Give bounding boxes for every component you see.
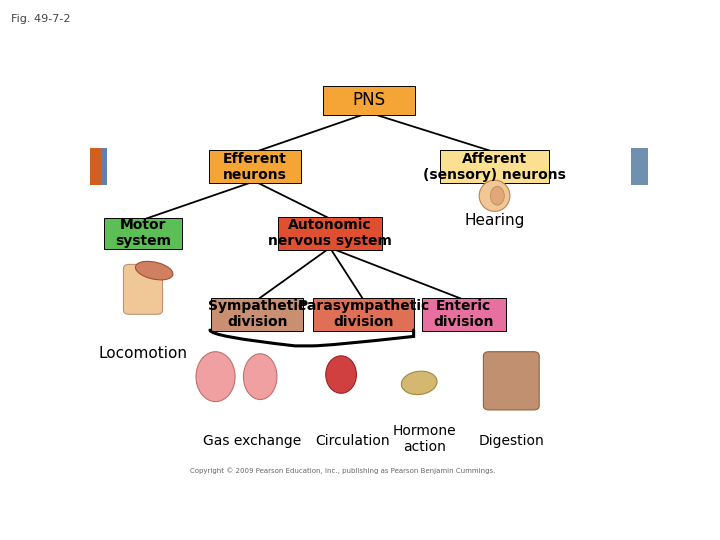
Text: PNS: PNS [352, 91, 386, 109]
Text: Locomotion: Locomotion [99, 346, 187, 361]
FancyBboxPatch shape [102, 148, 107, 185]
Text: Hearing: Hearing [464, 213, 525, 228]
Ellipse shape [480, 180, 510, 211]
FancyBboxPatch shape [631, 148, 648, 185]
Ellipse shape [325, 356, 356, 393]
Ellipse shape [196, 352, 235, 402]
Text: Parasympathetic
division: Parasympathetic division [297, 299, 430, 329]
Text: Copyright © 2009 Pearson Education, Inc., publishing as Pearson Benjamin Cumming: Copyright © 2009 Pearson Education, Inc.… [190, 468, 496, 474]
Ellipse shape [490, 186, 504, 205]
FancyBboxPatch shape [90, 148, 102, 185]
Text: Afferent
(sensory) neurons: Afferent (sensory) neurons [423, 152, 566, 182]
Text: Gas exchange: Gas exchange [203, 434, 301, 448]
FancyBboxPatch shape [440, 150, 549, 183]
FancyBboxPatch shape [212, 298, 303, 331]
FancyBboxPatch shape [279, 217, 382, 250]
FancyBboxPatch shape [124, 265, 163, 314]
FancyBboxPatch shape [323, 85, 415, 114]
FancyBboxPatch shape [422, 298, 505, 331]
FancyBboxPatch shape [483, 352, 539, 410]
Text: Autonomic
nervous system: Autonomic nervous system [268, 218, 392, 248]
Text: Hormone
action: Hormone action [393, 424, 456, 454]
Text: Digestion: Digestion [478, 434, 544, 448]
Text: Enteric
division: Enteric division [433, 299, 494, 329]
Text: Efferent
neurons: Efferent neurons [222, 152, 287, 182]
FancyBboxPatch shape [313, 298, 413, 331]
Text: Sympathetic
division: Sympathetic division [208, 299, 307, 329]
Ellipse shape [401, 371, 437, 395]
Ellipse shape [243, 354, 277, 400]
FancyBboxPatch shape [209, 150, 301, 183]
Ellipse shape [135, 261, 173, 280]
Text: Fig. 49-7-2: Fig. 49-7-2 [11, 14, 71, 24]
Text: Motor
system: Motor system [115, 218, 171, 248]
FancyBboxPatch shape [104, 218, 182, 249]
Text: Circulation: Circulation [315, 434, 390, 448]
